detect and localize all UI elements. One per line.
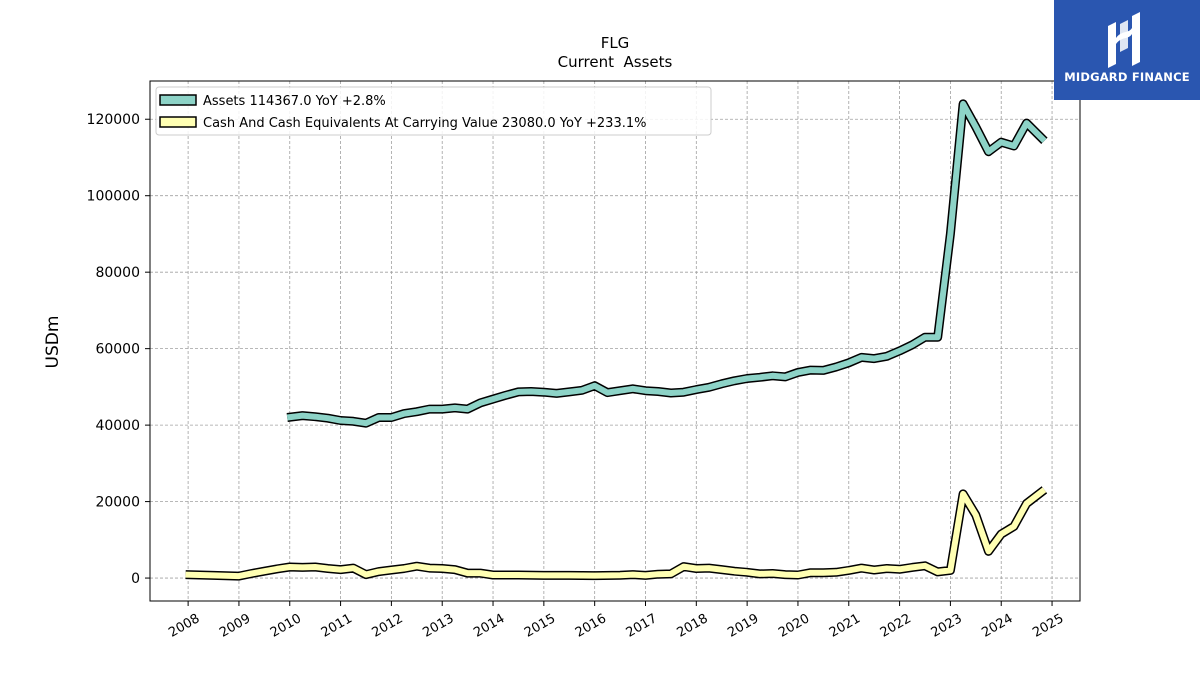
legend: Assets 114367.0 YoY +2.8% Cash And Cash E…	[155, 86, 712, 136]
y-tick-label: 80000	[95, 265, 140, 281]
legend-swatch	[159, 116, 197, 128]
x-tick-label: 2013	[420, 611, 456, 641]
y-tick-label: 120000	[87, 112, 140, 128]
series-line	[185, 487, 1047, 580]
x-tick-label: 2011	[319, 611, 355, 641]
x-tick-label: 2018	[674, 611, 710, 641]
legend-box	[155, 86, 712, 136]
x-tick-label: 2020	[776, 611, 812, 641]
x-tick-label: 2008	[166, 611, 202, 641]
legend-label: Assets 114367.0 YoY +2.8%	[203, 94, 386, 109]
x-tick-label: 2024	[979, 611, 1015, 641]
y-tick-label: 100000	[87, 189, 140, 205]
y-tick-label: 60000	[95, 342, 140, 358]
series-line	[286, 100, 1047, 427]
legend-label: Cash And Cash Equivalents At Carrying Va…	[203, 116, 646, 131]
x-tick-label: 2017	[624, 611, 660, 641]
series-line-outline	[185, 486, 1048, 581]
series-group	[185, 99, 1048, 581]
x-tick-label: 2021	[827, 611, 863, 641]
x-tick-label: 2010	[268, 611, 304, 641]
y-axis-label: USDm	[43, 316, 63, 369]
x-tick-label: 2023	[929, 611, 965, 641]
x-tick-label: 2015	[522, 611, 558, 641]
y-tick-label: 0	[131, 571, 140, 587]
brand-logo: MIDGARD FINANCE	[1054, 0, 1200, 100]
chart-title: FLG	[601, 34, 630, 52]
x-tick-label: 2014	[471, 611, 507, 641]
legend-swatch	[159, 94, 197, 106]
plot-frame	[149, 80, 1081, 602]
chart-subtitle: Current Assets	[558, 53, 673, 71]
series-0	[286, 99, 1048, 428]
y-tick-label: 20000	[95, 495, 140, 511]
series-line-outline	[286, 99, 1048, 428]
logo-text: MIDGARD FINANCE	[1064, 70, 1190, 84]
x-axis-ticks: 2008 2009 2010 2011 2012 2013 2014 2015 2016 2017…	[166, 601, 1066, 641]
logo-mark-icon	[1108, 12, 1140, 68]
grid	[150, 81, 1080, 601]
y-axis-ticks: 0 20000 40000 60000 80000 100000 120000	[87, 112, 150, 587]
x-tick-label: 2009	[217, 611, 253, 641]
series-1	[185, 486, 1048, 581]
x-tick-label: 2025	[1030, 611, 1066, 641]
x-tick-label: 2012	[370, 611, 406, 641]
x-tick-label: 2019	[725, 611, 761, 641]
x-tick-label: 2016	[573, 611, 609, 641]
x-tick-label: 2022	[878, 611, 914, 641]
y-tick-label: 40000	[95, 418, 140, 434]
